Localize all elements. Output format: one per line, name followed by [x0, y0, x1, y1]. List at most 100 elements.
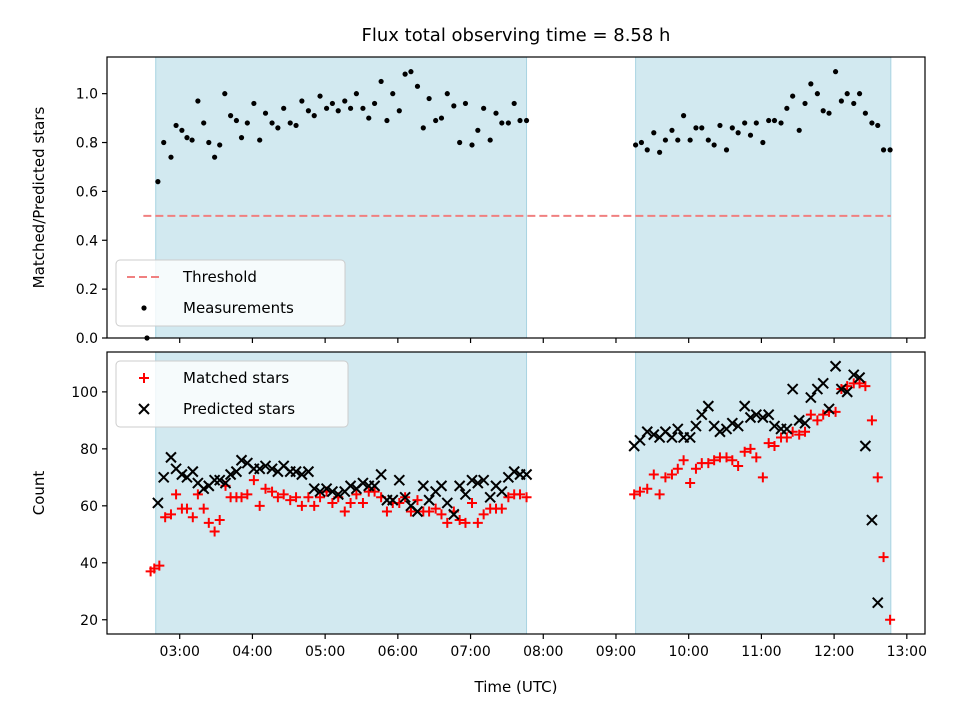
- x-tick-label: 12:00: [814, 644, 854, 660]
- plot-frame: [106, 56, 926, 339]
- legend-box: [115, 259, 346, 327]
- data-point: [805, 409, 816, 420]
- data-point: [657, 149, 663, 155]
- data-point: [314, 485, 326, 498]
- data-point: [411, 505, 424, 518]
- data-point: [496, 503, 507, 514]
- data-point: [690, 420, 702, 432]
- data-point: [818, 409, 829, 420]
- data-point: [442, 517, 453, 528]
- data-point: [326, 485, 339, 498]
- data-point: [208, 474, 221, 486]
- data-point: [317, 93, 323, 99]
- data-point: [808, 81, 814, 87]
- data-point: [644, 147, 650, 153]
- data-point: [224, 468, 237, 481]
- data-point: [433, 117, 439, 124]
- data-point: [357, 497, 368, 508]
- data-point: [768, 420, 781, 432]
- data-point: [690, 463, 701, 474]
- y-tick-label: 1.0: [76, 87, 98, 103]
- data-point: [238, 135, 245, 141]
- data-point: [812, 415, 823, 426]
- data-point: [702, 400, 715, 412]
- data-point: [880, 147, 887, 153]
- data-point: [254, 500, 265, 511]
- data-point: [478, 509, 489, 520]
- data-point: [848, 369, 860, 381]
- data-point: [278, 489, 289, 500]
- data-point: [672, 423, 684, 435]
- data-point: [291, 492, 302, 503]
- data-point: [266, 463, 278, 475]
- panel-count: 20 40 60 80 100 03:00 04:00 05:00 06:00 07:00 08:0…: [30, 351, 927, 660]
- data-point: [378, 78, 384, 85]
- data-point: [323, 105, 330, 111]
- data-point: [885, 614, 896, 625]
- data-point: [339, 506, 350, 517]
- data-point: [332, 488, 344, 501]
- data-point: [705, 137, 711, 143]
- data-point: [472, 517, 483, 528]
- data-point: [408, 69, 414, 75]
- data-point: [477, 474, 490, 486]
- data-point: [230, 465, 243, 478]
- x-axis-label: Time (UTC): [474, 678, 558, 696]
- data-point: [444, 91, 450, 97]
- data-point: [347, 105, 354, 111]
- data-point: [685, 478, 696, 489]
- data-point: [742, 120, 748, 126]
- data-point: [781, 432, 792, 443]
- x-tick-label: 08:00: [523, 644, 563, 660]
- data-point: [726, 417, 739, 429]
- data-point: [353, 91, 359, 97]
- data-point: [214, 515, 225, 526]
- data-point: [760, 139, 766, 146]
- data-point: [267, 486, 278, 497]
- data-point: [293, 122, 299, 129]
- data-point: [505, 120, 511, 126]
- data-point: [396, 108, 402, 114]
- data-point: [517, 117, 523, 124]
- data-point: [209, 526, 220, 537]
- data-point: [771, 117, 778, 124]
- data-point: [634, 486, 645, 497]
- data-point: [360, 105, 366, 111]
- data-point: [466, 474, 478, 486]
- data-point: [680, 113, 687, 119]
- data-point: [669, 127, 675, 133]
- data-point: [203, 517, 214, 528]
- data-point: [851, 100, 857, 107]
- data-point: [351, 489, 362, 500]
- data-point: [436, 509, 447, 520]
- data-point: [778, 120, 784, 126]
- data-point: [248, 475, 259, 486]
- data-point: [173, 122, 179, 129]
- data-point: [794, 429, 805, 440]
- data-point: [308, 483, 320, 495]
- data-point: [399, 491, 411, 503]
- data-point: [642, 483, 653, 494]
- data-point: [260, 483, 271, 494]
- data-point: [149, 563, 160, 574]
- y-tick-label: 100: [71, 385, 98, 401]
- data-point: [521, 492, 532, 503]
- data-point: [523, 117, 530, 124]
- data-point: [402, 71, 408, 77]
- data-point: [820, 108, 826, 114]
- data-point: [844, 91, 850, 97]
- data-point: [790, 93, 796, 99]
- data-point: [457, 139, 463, 146]
- data-point: [329, 100, 336, 107]
- data-point: [441, 497, 453, 509]
- data-point: [727, 455, 738, 466]
- data-point: [460, 517, 471, 528]
- data-point: [235, 454, 248, 466]
- data-point: [503, 492, 514, 503]
- data-point: [835, 383, 848, 395]
- data-point: [219, 477, 232, 489]
- data-point: [233, 117, 240, 124]
- data-point: [832, 69, 839, 75]
- data-point: [717, 122, 723, 129]
- data-point: [662, 137, 669, 143]
